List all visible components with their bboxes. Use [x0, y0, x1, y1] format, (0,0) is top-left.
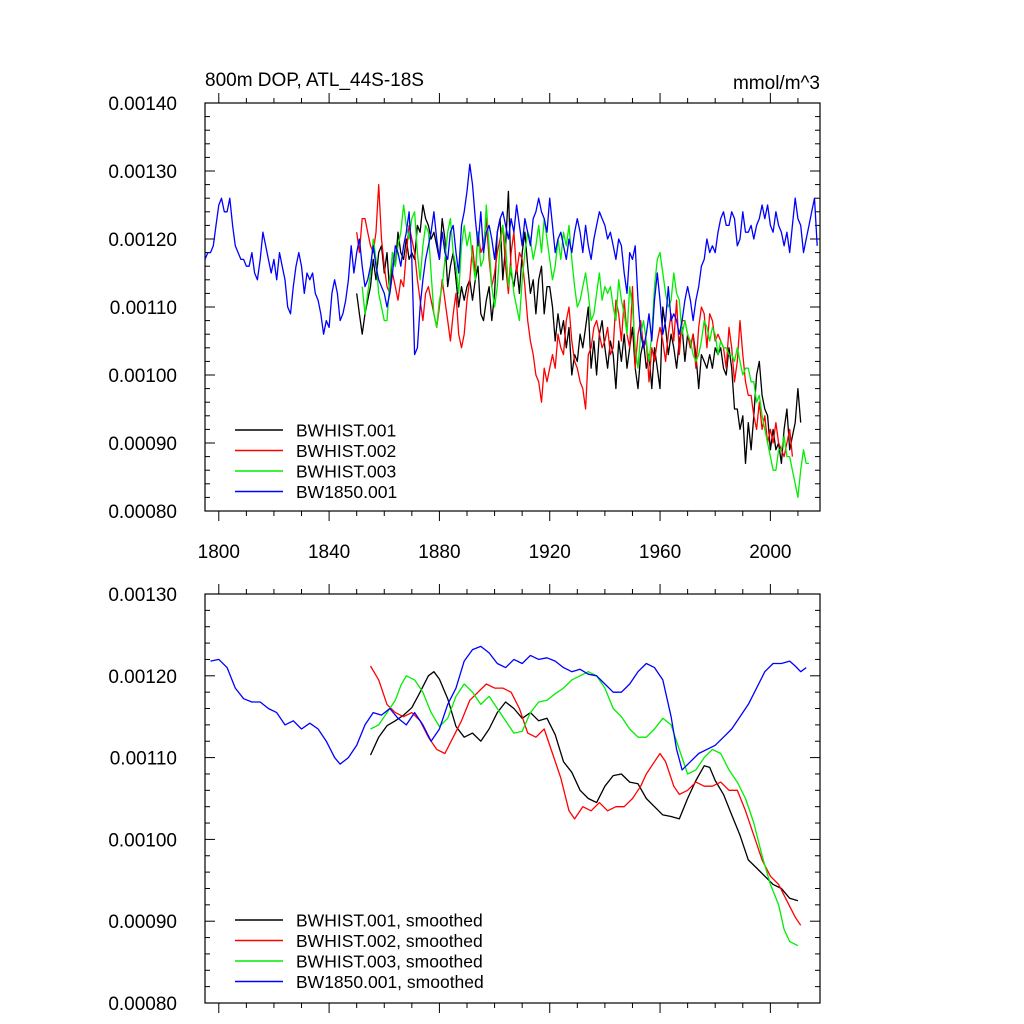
x-tick-label: 1920	[529, 542, 571, 563]
series-line	[369, 665, 802, 926]
x-tick-label: 1840	[308, 542, 350, 563]
y-tick-label: 0.00120	[108, 667, 177, 688]
y-tick-label: 0.00120	[108, 230, 177, 251]
y-tick-label: 0.00130	[108, 162, 177, 183]
y-tick-label: 0.00100	[108, 830, 177, 851]
series-line	[356, 183, 794, 458]
x-tick-label: 2000	[749, 542, 791, 563]
legend-label: BWHIST.001	[296, 421, 396, 441]
bottom-panel: 0.00080 0.00090 0.00100 0.00110 0.00120 0.001…	[108, 584, 821, 1015]
y-tick-label: 0.00110	[110, 298, 177, 319]
series-line	[210, 645, 807, 771]
series-line	[361, 204, 809, 499]
legend-label: BWHIST.001, smoothed	[296, 911, 483, 931]
legend-label: BWHIST.003	[296, 462, 396, 482]
y-tick-label: 0.00080	[108, 502, 177, 523]
x-tick-label: 1880	[418, 542, 460, 563]
y-tick-label: 0.00090	[108, 434, 177, 455]
top-panel: 0.00080 0.00090 0.00100 0.00110 0.00120 0.001…	[108, 70, 821, 563]
series-line	[369, 671, 799, 902]
series-line	[370, 671, 799, 947]
y-tick-label: 0.00090	[108, 912, 177, 933]
legend-label: BW1850.001, smoothed	[296, 972, 484, 992]
y-tick-label: 0.00080	[108, 994, 177, 1015]
units-label: mmol/m^3	[733, 73, 820, 94]
x-tick-label: 1800	[198, 542, 240, 563]
y-tick-label: 0.00130	[108, 585, 177, 606]
legend-label: BW1850.001	[296, 482, 397, 502]
y-tick-label: 0.00110	[110, 749, 177, 770]
y-tick-label: 0.00100	[108, 366, 177, 387]
chart-title: 800m DOP, ATL_44S-18S	[205, 70, 424, 91]
plot-frame	[204, 593, 821, 1004]
legend-label: BWHIST.002	[296, 441, 396, 461]
legend-label: BWHIST.003, smoothed	[296, 952, 483, 972]
series-line	[356, 190, 802, 465]
y-tick-label: 0.00140	[108, 94, 177, 115]
legend-label: BWHIST.002, smoothed	[296, 931, 483, 951]
series-line	[204, 163, 818, 356]
x-tick-label: 1960	[639, 542, 681, 563]
